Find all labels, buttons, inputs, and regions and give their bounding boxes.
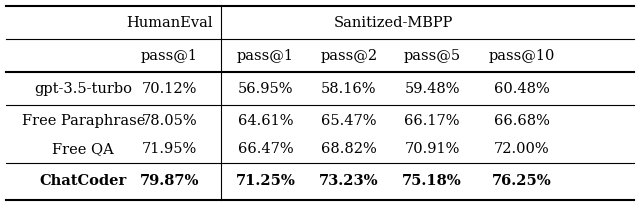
Text: 68.82%: 68.82%	[321, 142, 377, 156]
Text: pass@1: pass@1	[237, 49, 294, 63]
Text: pass@5: pass@5	[403, 49, 461, 63]
Text: 71.95%: 71.95%	[142, 142, 197, 156]
Text: 56.95%: 56.95%	[238, 82, 293, 96]
Text: pass@2: pass@2	[320, 49, 378, 63]
Text: 70.12%: 70.12%	[142, 82, 197, 96]
Text: Free QA: Free QA	[52, 142, 114, 156]
Text: 78.05%: 78.05%	[142, 114, 197, 128]
Text: 66.47%: 66.47%	[238, 142, 293, 156]
Text: gpt-3.5-turbo: gpt-3.5-turbo	[34, 82, 132, 96]
Text: 70.91%: 70.91%	[404, 142, 460, 156]
Text: pass@1: pass@1	[141, 49, 198, 63]
Text: 66.68%: 66.68%	[493, 114, 550, 128]
Text: 59.48%: 59.48%	[404, 82, 460, 96]
Text: 58.16%: 58.16%	[321, 82, 376, 96]
Text: HumanEval: HumanEval	[126, 16, 213, 30]
Text: Free Paraphrase: Free Paraphrase	[22, 114, 145, 128]
Text: Sanitized-MBPP: Sanitized-MBPP	[334, 16, 453, 30]
Text: 73.23%: 73.23%	[319, 174, 379, 188]
Text: 72.00%: 72.00%	[494, 142, 549, 156]
Text: 75.18%: 75.18%	[402, 174, 462, 188]
Text: 71.25%: 71.25%	[236, 174, 296, 188]
Text: pass@10: pass@10	[488, 49, 555, 63]
Text: ChatCoder: ChatCoder	[40, 174, 127, 188]
Text: 66.17%: 66.17%	[404, 114, 460, 128]
Text: 65.47%: 65.47%	[321, 114, 376, 128]
Text: 79.87%: 79.87%	[140, 174, 199, 188]
Text: 64.61%: 64.61%	[238, 114, 293, 128]
Text: 60.48%: 60.48%	[493, 82, 550, 96]
Text: 76.25%: 76.25%	[492, 174, 552, 188]
